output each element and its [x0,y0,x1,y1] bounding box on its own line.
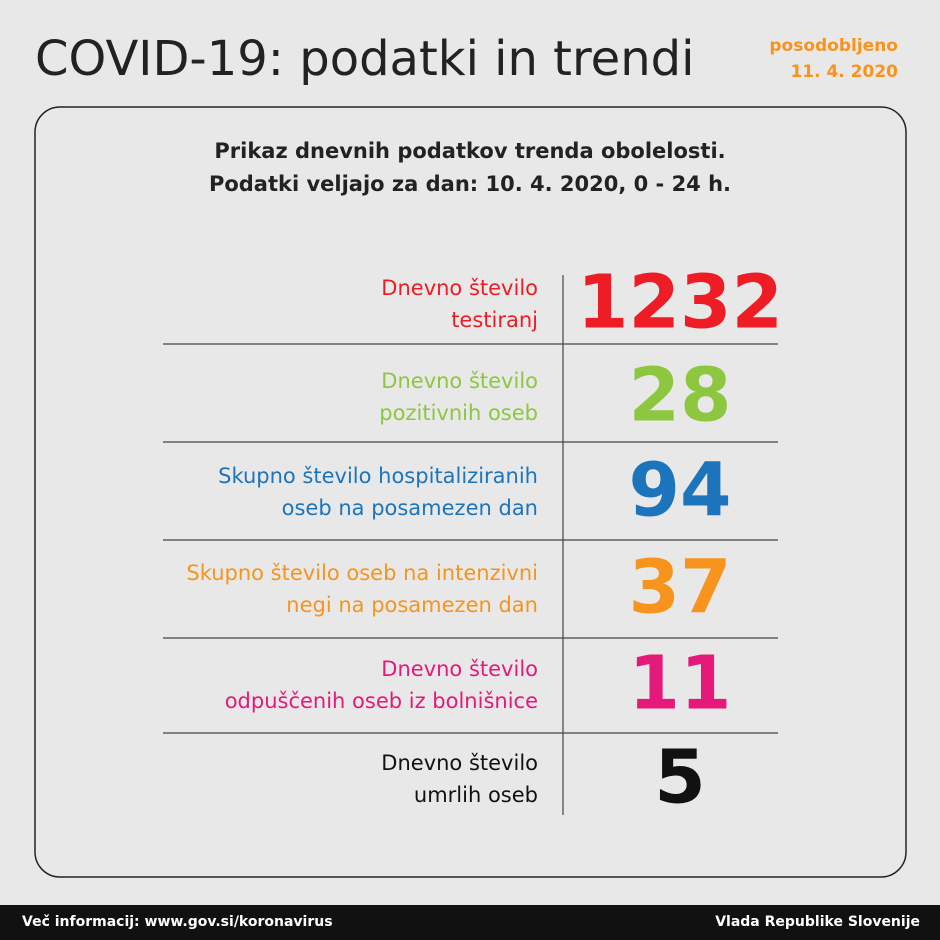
updated: posodobljeno [769,36,898,56]
subtitle: Podatki veljajo za dan: 10. 4. 2020, 0 -… [209,172,731,196]
row-label: testiranj [451,308,538,332]
row-label: Skupno število hospitaliziranih [218,464,538,488]
row-label: Skupno število oseb na intenzivni [186,561,538,585]
subtitle: Prikaz dnevnih podatkov trenda obolelost… [214,139,725,163]
row-value: 94 [629,448,732,534]
row-value: 11 [629,641,732,727]
row-label: Dnevno število [381,276,538,300]
row-label: oseb na posamezen dan [282,496,538,520]
row-label: negi na posamezen dan [286,593,538,617]
panel [34,106,907,878]
row-label: odpuščenih oseb iz bolnišnice [225,689,538,713]
row-label: Dnevno število [381,369,538,393]
row-value: 1232 [577,260,783,346]
footer-right: Vlada Republike Slovenije [715,914,920,930]
updated: 11. 4. 2020 [790,62,898,82]
row-value: 28 [629,353,732,439]
row-label: pozitivnih oseb [379,401,538,425]
title: COVID-19: podatki in trendi [35,31,694,87]
footer-left: Več informacij: www.gov.si/koronavirus [22,914,333,930]
row-value: 37 [629,545,732,631]
footer-bar [0,905,940,940]
row-label: umrlih oseb [414,783,538,807]
row-label: Dnevno število [381,657,538,681]
row-value: 5 [654,735,706,821]
rows: Dnevno število testiranj 1232 Dnevno števil… [163,260,783,821]
row-label: Dnevno število [381,751,538,775]
